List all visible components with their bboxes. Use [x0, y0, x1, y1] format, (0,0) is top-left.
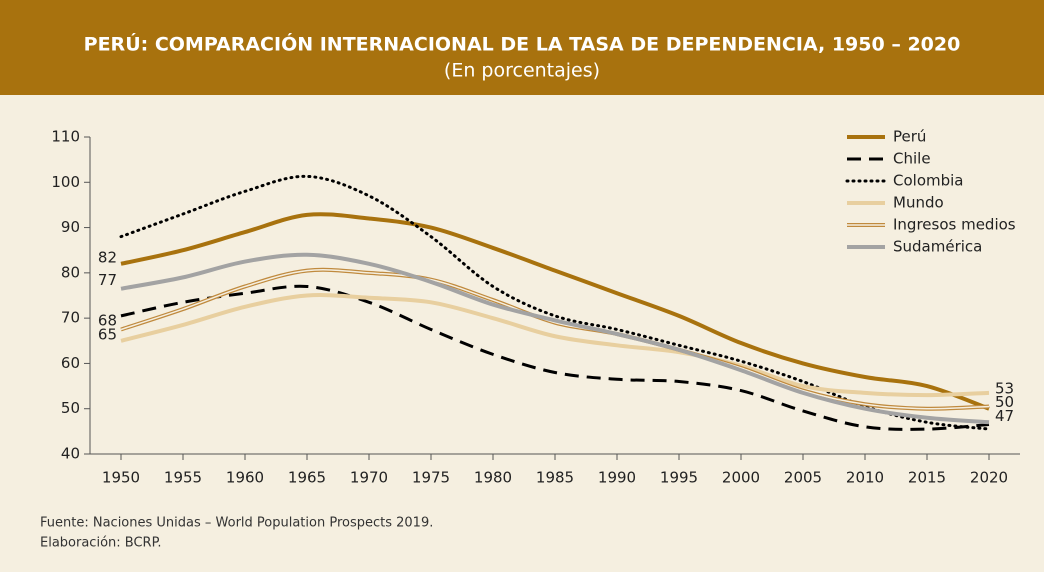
annotation: 53 [995, 380, 1014, 398]
y-tick-label: 70 [61, 309, 80, 327]
annotation: 77 [98, 271, 117, 289]
x-tick-label: 1980 [474, 469, 512, 487]
x-tick-label: 1965 [288, 469, 326, 487]
legend-label: Ingresos medios [893, 216, 1016, 234]
series-line [120, 293, 990, 398]
y-tick-label: 110 [51, 128, 80, 146]
x-tick-label: 2000 [722, 469, 760, 487]
legend-label: Perú [893, 128, 926, 146]
series-line-inner [120, 269, 990, 410]
x-tick-label: 1975 [412, 469, 450, 487]
annotation: 47 [995, 407, 1014, 425]
x-tick-label: 1955 [164, 469, 202, 487]
y-tick-label: 90 [61, 218, 80, 236]
x-tick-label: 1960 [226, 469, 264, 487]
header-band [0, 0, 1044, 95]
annotation: 82 [98, 248, 117, 266]
annotation: 65 [98, 325, 117, 343]
x-tick-label: 1990 [598, 469, 636, 487]
series-line [120, 284, 990, 431]
y-tick-label: 80 [61, 263, 80, 281]
x-tick-label: 1970 [350, 469, 388, 487]
credit: Elaboración: BCRP. [40, 536, 162, 551]
x-tick-label: 1985 [536, 469, 574, 487]
chart-subtitle: (En porcentajes) [444, 60, 600, 82]
legend-label: Chile [893, 150, 931, 168]
source: Fuente: Naciones Unidas – World Populati… [40, 516, 433, 531]
y-tick-label: 40 [61, 445, 80, 463]
x-tick-label: 2005 [784, 469, 822, 487]
legend-label: Colombia [893, 172, 964, 190]
annotation: 68 [98, 312, 117, 330]
x-tick-label: 2010 [846, 469, 884, 487]
chart-title: PERÚ: COMPARACIÓN INTERNACIONAL DE LA TA… [84, 32, 961, 56]
x-tick-label: 1995 [660, 469, 698, 487]
x-tick-label: 2015 [908, 469, 946, 487]
series-line [119, 174, 991, 431]
x-tick-label: 2020 [970, 469, 1008, 487]
y-tick-label: 100 [51, 173, 80, 191]
y-tick-label: 50 [61, 399, 80, 417]
series-line [120, 252, 990, 425]
y-tick-label: 60 [61, 354, 80, 372]
series-line [120, 212, 990, 411]
legend-label: Sudamérica [893, 238, 982, 256]
legend-label: Mundo [893, 194, 944, 212]
x-tick-label: 1950 [102, 469, 140, 487]
annotation: 50 [995, 393, 1014, 411]
